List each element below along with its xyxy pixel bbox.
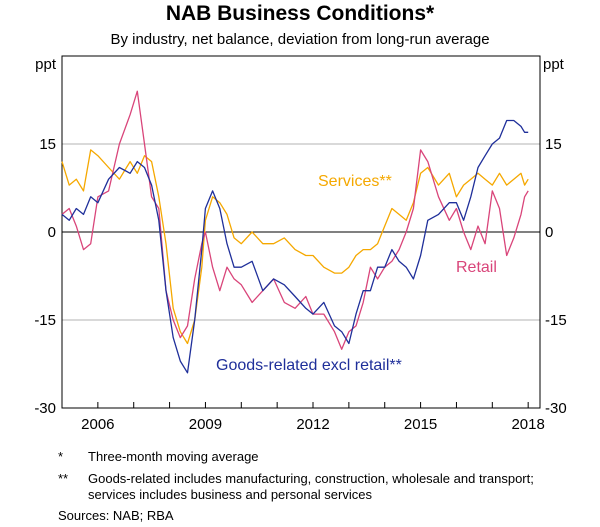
footnote-1-mark: * (58, 449, 64, 464)
footnote-2-text: Goods-related includes manufacturing, co… (88, 471, 534, 502)
series-line-goods (61, 119, 529, 374)
y-tick-label-left: -15 (34, 312, 56, 329)
series-label-goods: Goods-related excl retail** (216, 357, 402, 374)
plot-frame (61, 55, 541, 409)
series-line-services (61, 149, 529, 345)
x-tick-label: 2015 (404, 416, 437, 433)
x-tick-label: 2009 (189, 416, 222, 433)
x-tick-label: 2006 (81, 416, 114, 433)
x-tick-label: 2012 (296, 416, 329, 433)
series-label-services: Services** (318, 173, 392, 190)
y-axis-label-left: ppt (35, 56, 57, 73)
series-label-retail: Retail (456, 259, 497, 276)
x-tick-label: 2018 (511, 416, 544, 433)
y-tick-label-right: -15 (545, 312, 567, 329)
footnote-2: ** Goods-related includes manufacturing,… (58, 471, 578, 503)
y-tick-label-left: 0 (48, 224, 56, 241)
y-tick-label-right: 0 (545, 224, 553, 241)
y-axis-label-right: ppt (543, 56, 565, 73)
footnote-1: * Three-month moving average (58, 449, 578, 465)
chart-title: NAB Business Conditions* (165, 2, 435, 25)
y-tick-label-left: 15 (39, 136, 56, 153)
y-tick-label-right: 15 (545, 136, 562, 153)
chart-subtitle: By industry, net balance, deviation from… (110, 31, 490, 48)
chart: -30 -30 -15 -15 0 0 15 15 ppt ppt 2006 2009 2012 2015… (34, 55, 567, 433)
series-line-retail (61, 90, 529, 350)
y-tick-label-left: -30 (34, 400, 56, 417)
sources: Sources: NAB; RBA (58, 508, 174, 523)
y-tick-label-right: -30 (545, 400, 567, 417)
footnote-2-mark: ** (58, 471, 69, 486)
footnote-1-text: Three-month moving average (88, 449, 259, 464)
